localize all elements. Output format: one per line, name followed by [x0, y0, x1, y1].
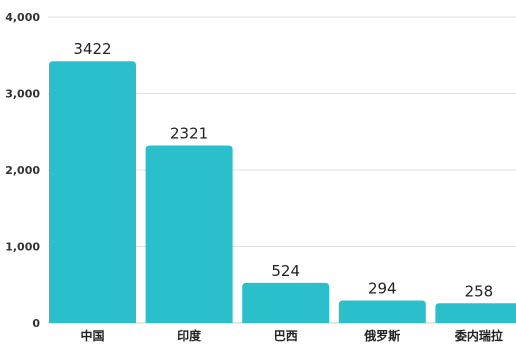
y-tick-label: 0 — [32, 317, 40, 330]
data-label: 258 — [465, 282, 494, 300]
data-label: 524 — [271, 262, 300, 280]
y-tick-label: 4,000 — [5, 11, 40, 24]
x-tick-label: 委内瑞拉 — [454, 328, 503, 343]
x-tick-label: 中国 — [80, 328, 104, 343]
y-axis: 0 1,000 2,000 3,000 4,000 — [5, 11, 40, 330]
bar[interactable] — [435, 303, 516, 323]
bar[interactable] — [338, 300, 426, 323]
y-tick-label: 3,000 — [5, 88, 40, 101]
y-tick-label: 1,000 — [5, 241, 40, 254]
x-tick-label: 巴西 — [274, 329, 298, 343]
bar[interactable] — [49, 61, 136, 323]
data-label: 2321 — [170, 124, 208, 142]
x-axis: 中国 印度 巴西 俄罗斯 委内瑞拉 — [80, 328, 502, 343]
data-labels: 3422 2321 524 294 258 — [73, 40, 493, 300]
bar[interactable] — [242, 282, 330, 323]
data-label: 294 — [368, 280, 397, 298]
x-tick-label: 俄罗斯 — [363, 328, 400, 343]
y-tick-label: 2,000 — [5, 164, 40, 177]
bars — [49, 61, 516, 323]
data-label: 3422 — [73, 40, 111, 58]
bar[interactable] — [145, 145, 233, 323]
x-tick-label: 印度 — [177, 328, 202, 343]
